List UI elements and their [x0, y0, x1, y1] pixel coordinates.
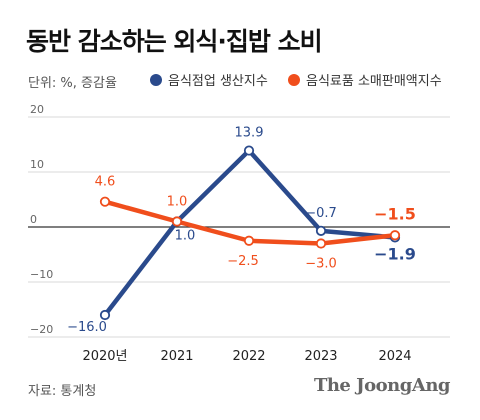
y-tick-label: −20	[30, 323, 53, 336]
x-tick-label: 2020년	[82, 349, 127, 364]
data-point	[315, 225, 327, 236]
legend-dot-blue	[150, 73, 162, 86]
data-point	[171, 216, 183, 227]
data-label: 1.0	[167, 195, 188, 210]
legend-label-grocery: 음식료품 소매판매액지수	[306, 74, 442, 89]
legend-dot-orange	[288, 73, 300, 86]
series-line-0	[102, 148, 398, 318]
legend-label-restaurant: 음식점업 생산지수	[168, 74, 268, 89]
y-tick-label: 0	[30, 213, 37, 226]
data-label: −16.0	[67, 320, 107, 335]
y-tick-label: −10	[30, 268, 53, 281]
y-tick-label: 10	[30, 158, 44, 171]
x-tick-label: 2022	[232, 349, 265, 364]
data-label: −1.9	[374, 244, 416, 263]
legend-item-restaurant: 음식점업 생산지수	[150, 70, 268, 89]
chart-title: 동반 감소하는 외식·집밥 소비	[26, 27, 323, 56]
data-label: −3.0	[305, 257, 337, 272]
data-point	[99, 196, 111, 207]
data-label: 13.9	[235, 126, 264, 141]
data-point	[315, 238, 327, 249]
data-point	[243, 145, 255, 156]
source-label: 자료: 통계청	[28, 384, 97, 399]
legend-item-grocery: 음식료품 소매판매액지수	[288, 70, 442, 89]
unit-label: 단위: %, 증감율	[28, 76, 117, 91]
data-label: −2.5	[227, 254, 259, 269]
data-point	[389, 230, 401, 241]
y-tick-label: 20	[30, 103, 44, 116]
data-point	[99, 309, 111, 321]
data-label: −0.7	[305, 206, 337, 221]
x-tick-label: 2021	[160, 349, 193, 364]
brand-logo: The JoongAng	[313, 375, 451, 396]
x-tick-label: 2023	[304, 349, 337, 364]
data-label: −1.5	[374, 204, 416, 223]
data-label: 1.0	[175, 229, 196, 244]
x-tick-label: 2024	[378, 349, 411, 364]
data-point	[243, 235, 255, 246]
data-label: 4.6	[95, 175, 116, 190]
